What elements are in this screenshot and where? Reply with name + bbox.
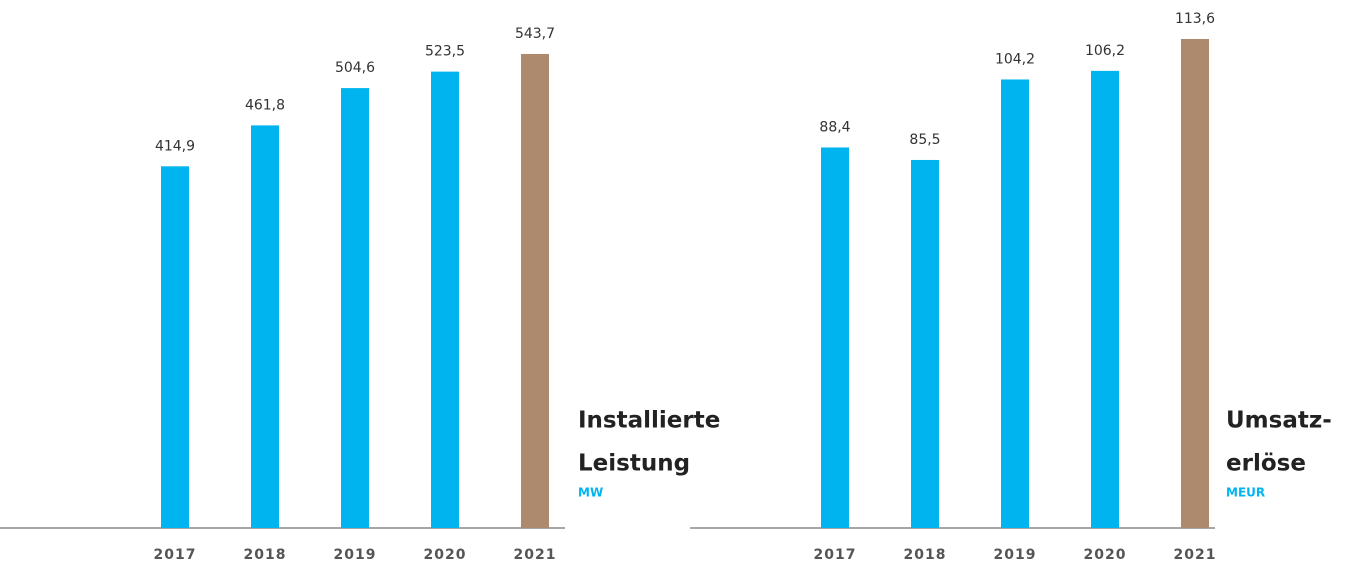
- chart-title: Installierte: [578, 408, 720, 434]
- x-tick-label: 2018: [244, 547, 287, 563]
- x-tick-label: 2019: [994, 547, 1037, 563]
- x-tick-label: 2020: [424, 547, 467, 563]
- value-label: 461,8: [245, 97, 285, 113]
- bar: [431, 71, 459, 528]
- bar: [1001, 79, 1029, 529]
- bar: [821, 147, 849, 529]
- value-label: 106,2: [1085, 43, 1125, 59]
- x-tick-label: 2020: [1084, 547, 1127, 563]
- bar: [1091, 70, 1119, 528]
- bar: [1181, 39, 1209, 528]
- x-tick-label: 2019: [334, 547, 377, 563]
- value-label: 85,5: [909, 132, 940, 148]
- chart-subtitle: MEUR: [1226, 486, 1265, 500]
- value-label: 104,2: [995, 51, 1035, 67]
- value-label: 414,9: [155, 138, 195, 154]
- chart-title: erlöse: [1226, 451, 1306, 477]
- bar: [341, 88, 369, 528]
- x-tick-label: 2017: [154, 547, 197, 563]
- chart-subtitle: MW: [578, 486, 603, 500]
- bar: [251, 125, 279, 529]
- x-tick-label: 2021: [1174, 547, 1217, 563]
- bar: [911, 159, 939, 529]
- x-tick-label: 2018: [904, 547, 947, 563]
- value-label: 88,4: [819, 119, 850, 135]
- chart-title: Leistung: [578, 451, 690, 477]
- bar: [161, 166, 189, 528]
- value-label: 504,6: [335, 60, 375, 76]
- chart-title: Umsatz-: [1226, 408, 1332, 434]
- bar: [521, 54, 549, 528]
- x-tick-label: 2017: [814, 547, 857, 563]
- value-label: 523,5: [425, 44, 465, 60]
- value-label: 543,7: [515, 26, 555, 42]
- value-label: 113,6: [1175, 11, 1215, 27]
- x-tick-label: 2021: [514, 547, 557, 563]
